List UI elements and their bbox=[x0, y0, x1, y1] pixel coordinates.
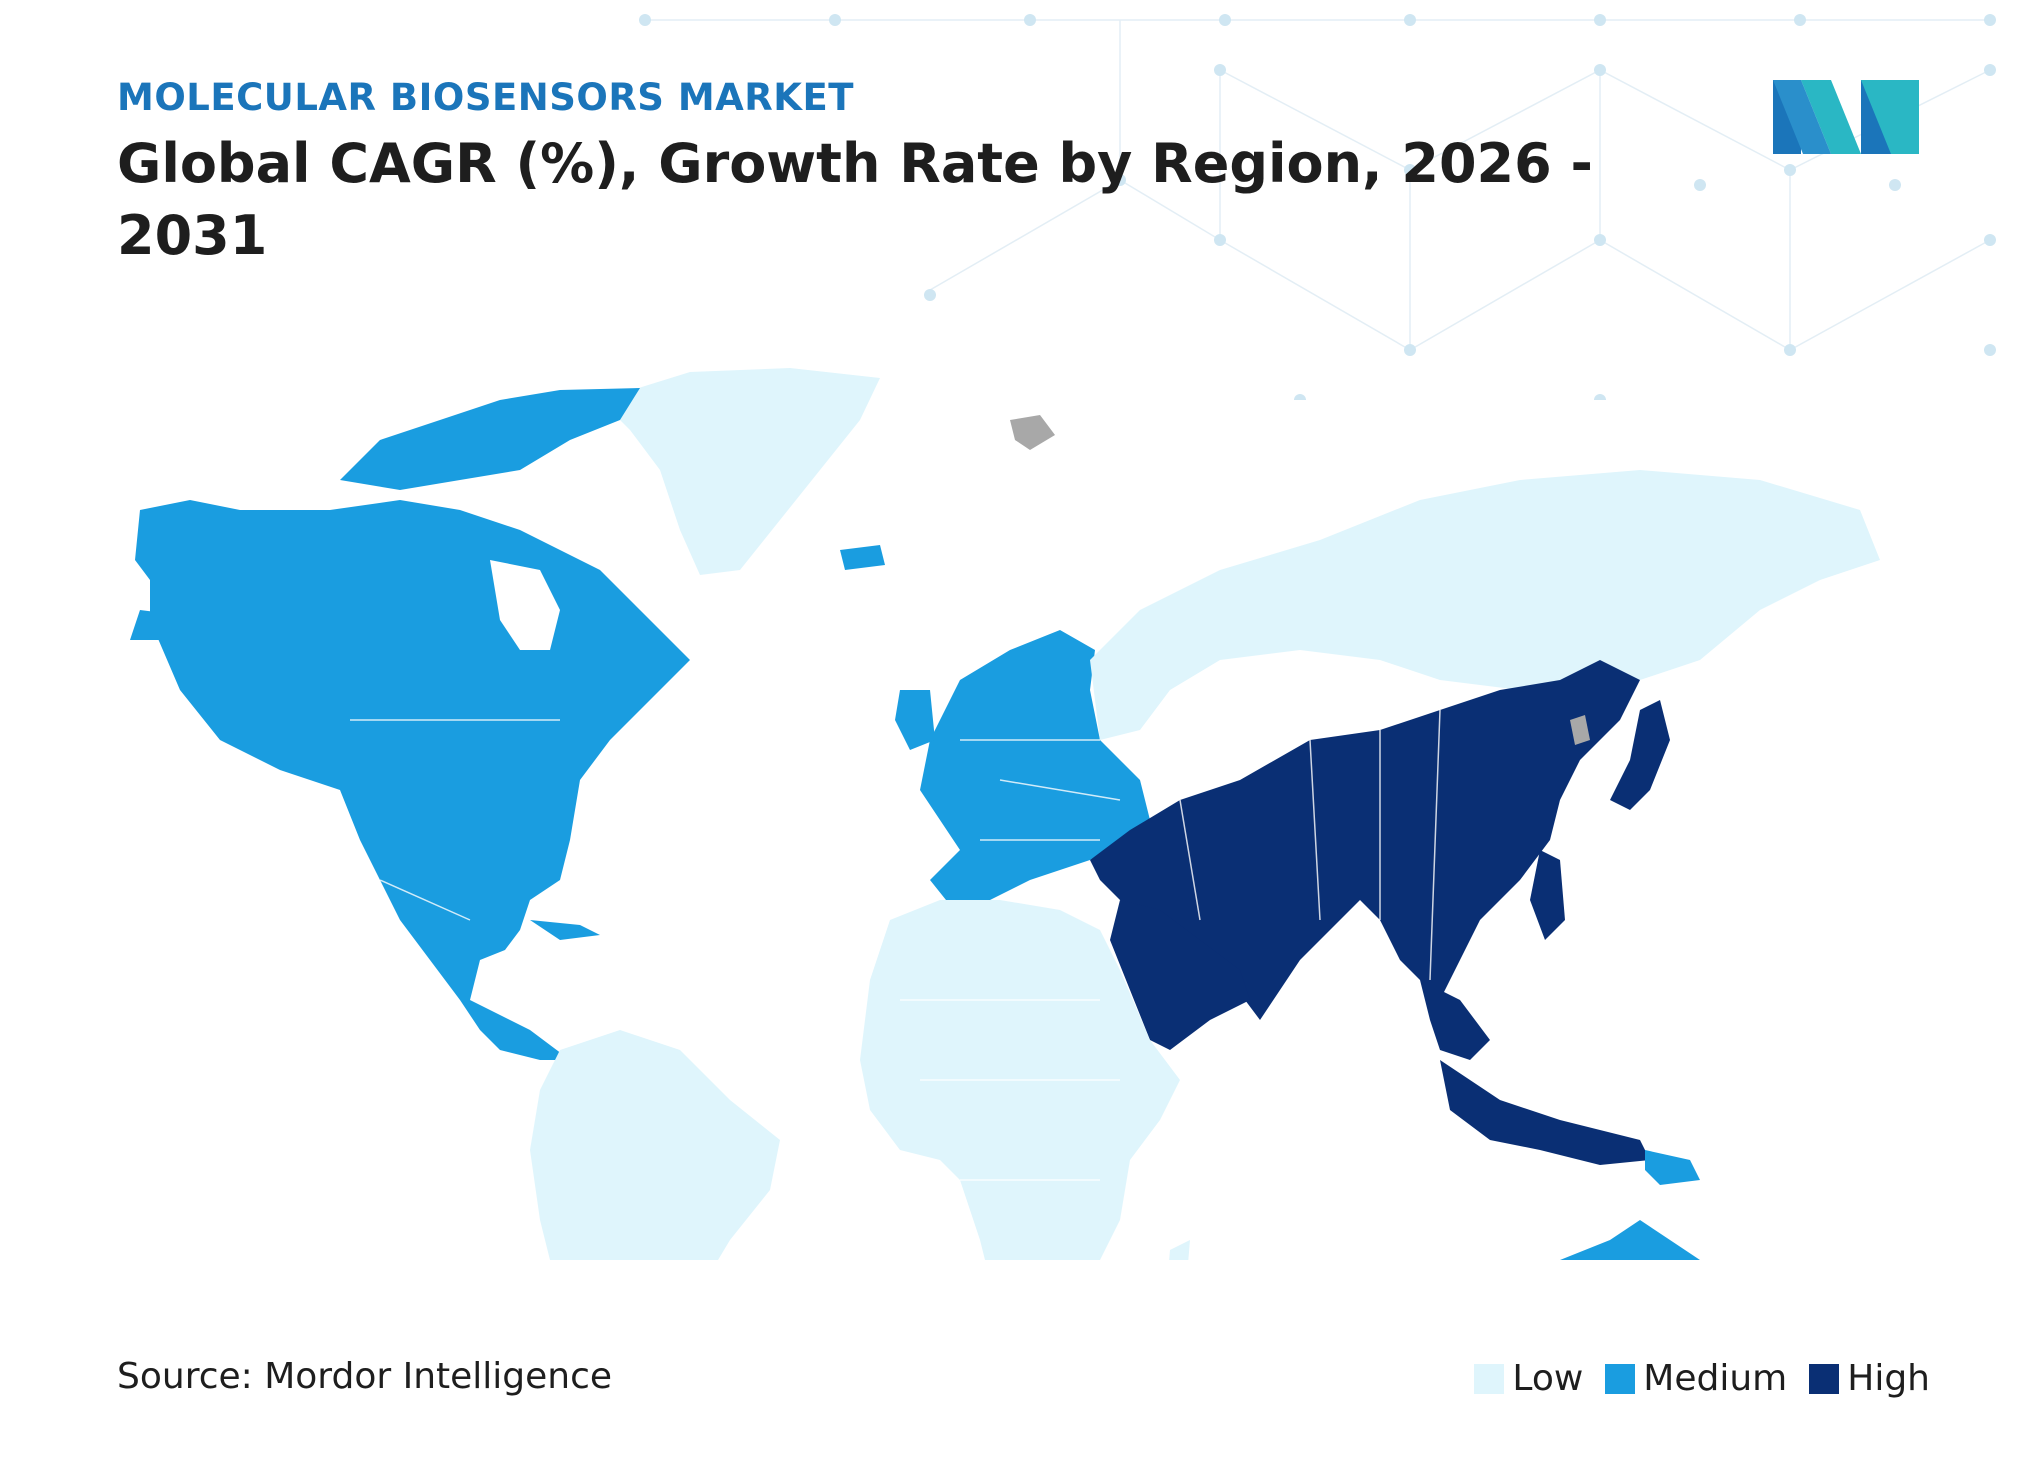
world-map bbox=[130, 368, 1880, 1260]
legend-item-low: Low bbox=[1474, 1358, 1583, 1399]
region-philippines[interactable] bbox=[1530, 850, 1565, 940]
legend-label-low: Low bbox=[1512, 1358, 1584, 1399]
region-arctic-islands[interactable] bbox=[340, 388, 640, 490]
region-png[interactable] bbox=[1645, 1150, 1700, 1185]
mordor-intelligence-logo-icon bbox=[1773, 80, 1919, 154]
region-caribbean[interactable] bbox=[530, 920, 600, 940]
legend-item-high: High bbox=[1809, 1358, 1930, 1399]
region-uk[interactable] bbox=[895, 690, 935, 750]
region-south-america[interactable] bbox=[530, 1030, 780, 1260]
legend-item-medium: Medium bbox=[1605, 1358, 1787, 1399]
region-north-america[interactable] bbox=[135, 500, 690, 1060]
legend-swatch-high bbox=[1809, 1363, 1840, 1394]
region-arabia[interactable] bbox=[1110, 900, 1250, 1050]
legend-label-high: High bbox=[1847, 1358, 1930, 1399]
region-europe[interactable] bbox=[920, 630, 1150, 905]
report-kicker: MOLECULAR BIOSENSORS MARKET bbox=[117, 76, 854, 119]
region-no-data-korea bbox=[1570, 715, 1590, 745]
page-title: Global CAGR (%), Growth Rate by Region, … bbox=[117, 132, 1593, 267]
map-legend: Low Medium High bbox=[1474, 1358, 1930, 1399]
region-iceland[interactable] bbox=[840, 545, 885, 570]
legend-swatch-medium bbox=[1605, 1363, 1636, 1394]
region-indonesia[interactable] bbox=[1440, 1060, 1650, 1165]
region-greenland[interactable] bbox=[600, 368, 880, 575]
region-southeast-asia[interactable] bbox=[1420, 980, 1490, 1060]
region-madagascar[interactable] bbox=[1165, 1240, 1190, 1260]
source-note: Source: Mordor Intelligence bbox=[117, 1356, 613, 1397]
legend-label-medium: Medium bbox=[1643, 1358, 1788, 1399]
hudson-bay bbox=[490, 560, 560, 650]
background-network-pattern bbox=[639, 14, 1996, 400]
region-asia-high[interactable] bbox=[1090, 660, 1640, 1020]
legend-swatch-low bbox=[1474, 1363, 1505, 1394]
region-japan[interactable] bbox=[1610, 700, 1670, 810]
region-russia[interactable] bbox=[1090, 470, 1880, 740]
region-australia[interactable] bbox=[1510, 1220, 1710, 1260]
region-no-data-svalbard bbox=[1010, 415, 1055, 450]
region-alaska-tail[interactable] bbox=[130, 610, 180, 640]
